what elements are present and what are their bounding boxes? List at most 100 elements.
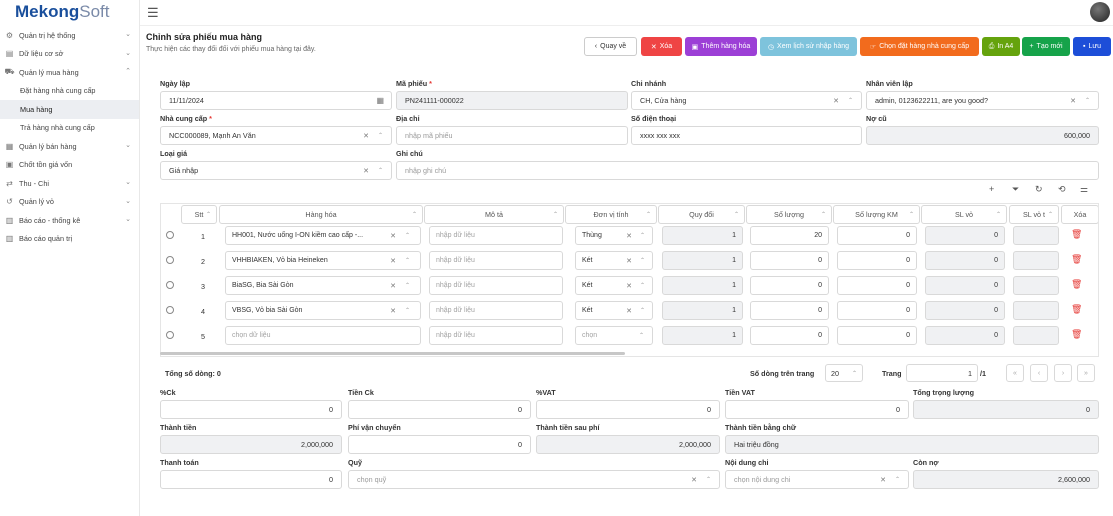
unit-select[interactable]: chọn ⌃	[575, 326, 653, 345]
column-header[interactable]: Mô tả ⌃	[424, 205, 564, 224]
note-input[interactable]: nhập ghi chú	[396, 161, 1099, 180]
description-input[interactable]: nhập dữ liệu	[429, 301, 563, 320]
address-input[interactable]: nhập mã phiếu	[396, 126, 628, 145]
description-input[interactable]: nhập dữ liệu	[429, 276, 563, 295]
sidebar-subitem[interactable]: Mua hàng	[0, 100, 139, 119]
sidebar-subitem[interactable]: Đặt hàng nhà cung cấp	[20, 86, 96, 96]
trash-icon[interactable]: 🗑	[1071, 229, 1083, 239]
shipping-fee-input[interactable]: 0	[348, 435, 531, 454]
clear-icon[interactable]: ✕	[626, 282, 632, 290]
save-button[interactable]: ▪ Lưu	[1073, 37, 1111, 56]
ck-pct-input[interactable]: 0	[160, 400, 342, 419]
row-select-radio[interactable]	[166, 331, 174, 339]
promo-quantity-input[interactable]: 0	[837, 276, 917, 295]
app-logo[interactable]: MekongSoft	[15, 2, 110, 21]
column-header[interactable]: Xóa	[1061, 205, 1098, 224]
trash-icon[interactable]: 🗑	[1071, 329, 1083, 339]
quantity-input[interactable]: 0	[750, 251, 829, 270]
phone-input[interactable]: xxxx xxx xxx	[631, 126, 862, 145]
column-header[interactable]: SL vỏ t ⌃	[1009, 205, 1059, 224]
clear-icon[interactable]: ✕	[390, 232, 396, 240]
row-select-radio[interactable]	[166, 281, 174, 289]
sidebar-item[interactable]: ▥ Báo cáo - thống kê ⌄	[0, 211, 139, 230]
clear-icon[interactable]: ✕	[363, 167, 369, 175]
unit-select[interactable]: Két ✕ ⌃	[575, 251, 653, 270]
column-header[interactable]: Số lượng KM ⌃	[833, 205, 920, 224]
trash-icon[interactable]: 🗑	[1071, 254, 1083, 264]
ma-phieu-input[interactable]: PN241111-000022	[396, 91, 628, 110]
item-select[interactable]: HH001, Nước uống I-ON kiềm cao cấp -... ✕…	[225, 226, 421, 245]
clear-icon[interactable]: ✕	[626, 307, 632, 315]
column-header[interactable]: Số lượng ⌃	[746, 205, 832, 224]
add-row-icon[interactable]: +	[989, 184, 995, 194]
column-header[interactable]: Đơn vị tính ⌃	[565, 205, 657, 224]
item-select[interactable]: chọn dữ liệu	[225, 326, 421, 345]
sidebar-subitem[interactable]: Trả hàng nhà cung cấp	[20, 123, 95, 133]
promo-quantity-input[interactable]: 0	[837, 326, 917, 345]
clear-icon[interactable]: ✕	[390, 307, 396, 315]
promo-quantity-input[interactable]: 0	[837, 301, 917, 320]
sidebar-item[interactable]: ⚙ Quản trị hệ thống ⌄	[0, 26, 139, 45]
delete-button[interactable]: ✕ Xóa	[641, 37, 682, 56]
row-select-radio[interactable]	[166, 231, 174, 239]
description-input[interactable]: nhập dữ liệu	[429, 226, 563, 245]
clear-icon[interactable]: ✕	[363, 132, 369, 140]
avatar[interactable]	[1090, 2, 1110, 22]
trash-icon[interactable]: 🗑	[1071, 304, 1083, 314]
unit-select[interactable]: Két ✕ ⌃	[575, 276, 653, 295]
quantity-input[interactable]: 20	[750, 226, 829, 245]
print-a4-button[interactable]: ⎙ In A4	[982, 37, 1020, 56]
column-header[interactable]: Hàng hóa ⌃	[219, 205, 423, 224]
horizontal-scrollbar[interactable]	[160, 352, 625, 355]
create-new-button[interactable]: + Tạo mới	[1022, 37, 1070, 56]
clear-icon[interactable]: ✕	[390, 257, 396, 265]
rows-per-page-select[interactable]: 20 ⌃	[825, 364, 863, 382]
filter-icon[interactable]: ⏷	[1012, 184, 1020, 194]
history-button[interactable]: ◷ Xem lịch sử nhập hàng	[760, 37, 857, 56]
column-header[interactable]: Stt ⌃	[181, 205, 217, 224]
quantity-input[interactable]: 0	[750, 276, 829, 295]
row-select-radio[interactable]	[166, 256, 174, 264]
clear-icon[interactable]: ✕	[691, 476, 697, 484]
tien-vat-input[interactable]: 0	[725, 400, 909, 419]
nhan-vien-select[interactable]: admin, 0123622211, are you good? ✕ ⌃	[866, 91, 1099, 110]
sidebar-item[interactable]: ⛟ Quản lý mua hàng ⌃	[0, 63, 139, 82]
choose-supplier-order-button[interactable]: ☞ Chọn đặt hàng nhà cung cấp	[860, 37, 979, 56]
vat-pct-input[interactable]: 0	[536, 400, 720, 419]
first-page-button[interactable]: «	[1006, 364, 1024, 382]
sidebar-item[interactable]: ⇄ Thu - Chi ⌄	[0, 174, 139, 193]
column-header[interactable]: Quy đổi ⌃	[658, 205, 745, 224]
sidebar-item[interactable]: ▦ Quản lý bán hàng ⌄	[0, 137, 139, 156]
history-icon[interactable]: ⟲	[1058, 184, 1066, 194]
next-page-button[interactable]: ›	[1054, 364, 1072, 382]
quantity-input[interactable]: 0	[750, 326, 829, 345]
page-input[interactable]: 1	[906, 364, 978, 382]
sidebar-item[interactable]: ▤ Dữ liệu cơ sở ⌄	[0, 45, 139, 64]
row-select-radio[interactable]	[166, 306, 174, 314]
description-input[interactable]: nhập dữ liệu	[429, 251, 563, 270]
sidebar-item[interactable]: ↺ Quản lý vỏ ⌄	[0, 193, 139, 212]
item-select[interactable]: VBSG, Vỏ bia Sài Gòn ✕ ⌃	[225, 301, 421, 320]
ngay-lap-input[interactable]: 11/11/2024 ▦	[160, 91, 392, 110]
clear-icon[interactable]: ✕	[880, 476, 886, 484]
promo-quantity-input[interactable]: 0	[837, 251, 917, 270]
promo-quantity-input[interactable]: 0	[837, 226, 917, 245]
chi-nhanh-select[interactable]: CH, Cửa hàng ✕ ⌃	[631, 91, 862, 110]
back-button[interactable]: ‹ Quay về	[584, 37, 637, 56]
quantity-input[interactable]: 0	[750, 301, 829, 320]
clear-icon[interactable]: ✕	[833, 97, 839, 105]
clear-icon[interactable]: ✕	[1070, 97, 1076, 105]
refresh-icon[interactable]: ↻	[1035, 184, 1043, 194]
clear-icon[interactable]: ✕	[626, 257, 632, 265]
clear-icon[interactable]: ✕	[626, 232, 632, 240]
expense-content-select[interactable]: chọn nội dung chi ✕ ⌃	[725, 470, 909, 489]
add-goods-button[interactable]: ▣ Thêm hàng hóa	[685, 37, 757, 56]
price-type-select[interactable]: Giá nhập ✕ ⌃	[160, 161, 392, 180]
clear-icon[interactable]: ✕	[390, 282, 396, 290]
menu-icon[interactable]: ☰	[147, 5, 159, 20]
calendar-icon[interactable]: ▦	[376, 96, 384, 105]
item-select[interactable]: VHHBIAKEN, Vỏ bia Heineken ✕ ⌃	[225, 251, 421, 270]
description-input[interactable]: nhập dữ liệu	[429, 326, 563, 345]
tien-ck-input[interactable]: 0	[348, 400, 531, 419]
supplier-select[interactable]: NCC000089, Mạnh An Văn ✕ ⌃	[160, 126, 392, 145]
